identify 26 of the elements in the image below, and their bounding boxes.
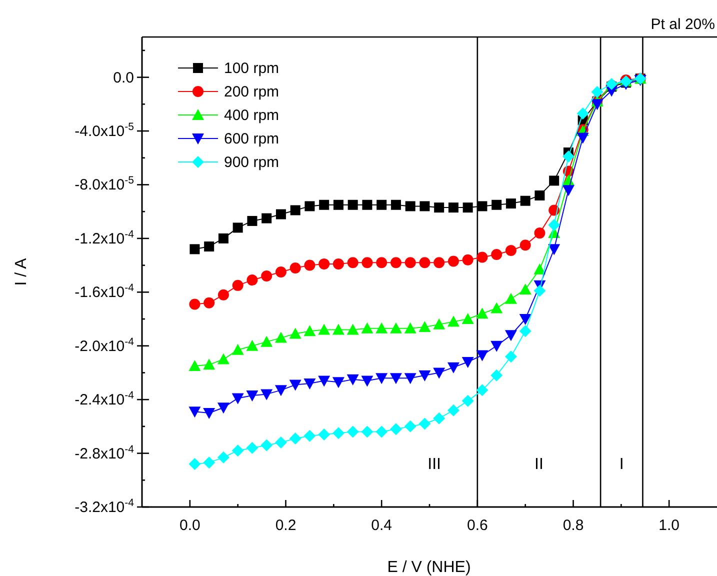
- y-axis-title: I / A: [13, 258, 30, 286]
- annotation: III: [428, 456, 441, 473]
- chart-title: Pt al 20%: [650, 16, 715, 33]
- x-tick-label: 0.0: [179, 517, 200, 534]
- legend-label: 900 rpm: [224, 154, 280, 171]
- y-tick-label: -2.8x10$^{-4}$: [74, 443, 134, 462]
- y-tick-label: -1.2x10$^{-4}$: [74, 228, 134, 248]
- annotation: I: [619, 456, 624, 473]
- y-tick-label: -3.2x10$^{-4}$: [74, 497, 134, 516]
- legend-label: 400 rpm: [224, 107, 280, 124]
- legend-label: 100 rpm: [224, 60, 280, 77]
- y-tick-label: -1.6x10$^{-4}$: [74, 282, 134, 302]
- y-tick-label: -4.0x10$^{-5}$: [74, 121, 134, 140]
- y-tick-label: -8.0x10$^{-5}$: [74, 174, 134, 194]
- y-tick-label: -2.0x10$^{-4}$: [74, 336, 134, 355]
- x-axis-title: E / V (NHE): [387, 559, 471, 576]
- x-tick-label: 0.6: [466, 517, 488, 534]
- x-tick-label: 0.2: [275, 517, 296, 534]
- y-tick-label: 0.0: [113, 69, 134, 86]
- x-tick-label: 0.8: [562, 517, 584, 534]
- y-tick-label: -2.4x10$^{-4}$: [74, 390, 134, 409]
- x-tick-label: 0.4: [371, 517, 392, 534]
- legend-label: 600 rpm: [224, 130, 280, 148]
- annotation: II: [534, 456, 544, 473]
- x-tick-label: 1.0: [658, 517, 680, 534]
- legend-label: 200 rpm: [224, 84, 280, 100]
